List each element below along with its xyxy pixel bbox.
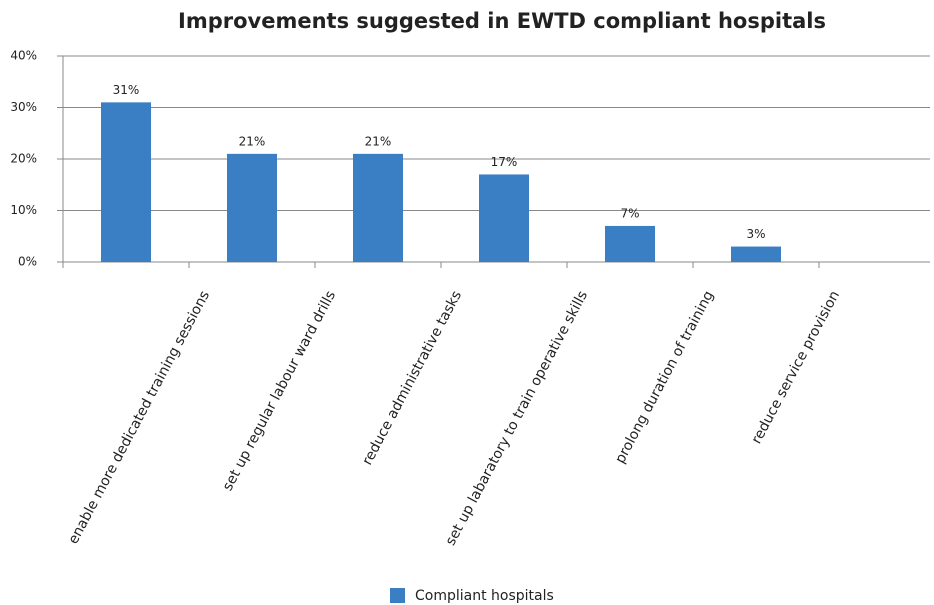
x-tick-label: reduce administrative tasks [359, 288, 465, 468]
bar [353, 153, 403, 262]
y-tick-label: 0% [18, 255, 37, 269]
data-label: 7% [620, 206, 639, 220]
x-tick-label: prolong duration of training [612, 288, 717, 466]
x-tick-label: set up labaratory to train operative ski… [443, 288, 591, 548]
bar [605, 225, 655, 262]
data-label: 17% [491, 155, 518, 169]
bar [479, 174, 529, 262]
y-tick-label: 40% [10, 49, 37, 63]
bar [227, 153, 277, 262]
x-tick-label: reduce service provision [749, 288, 843, 446]
bar [731, 246, 781, 262]
y-tick-label: 30% [10, 100, 37, 114]
bar [101, 102, 151, 262]
x-tick-label: set up regular labour ward drills [220, 288, 339, 493]
data-label: 31% [113, 83, 140, 97]
chart-title: Improvements suggested in EWTD compliant… [178, 9, 826, 33]
data-label: 21% [365, 134, 392, 148]
legend-label: Compliant hospitals [415, 588, 554, 604]
data-label: 3% [746, 227, 765, 241]
x-tick-label: enable more dedicated training sessions [65, 288, 213, 547]
y-tick-label: 10% [10, 203, 37, 217]
data-label: 21% [239, 134, 266, 148]
legend-swatch [390, 588, 405, 603]
y-tick-label: 20% [10, 152, 37, 166]
